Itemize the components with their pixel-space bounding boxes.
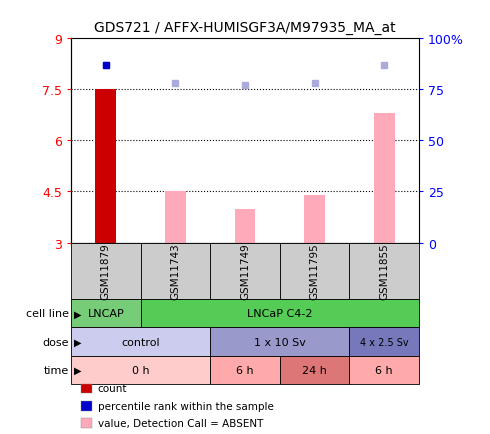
Text: GSM11879: GSM11879: [101, 243, 111, 299]
Text: cell line: cell line: [25, 309, 69, 319]
Text: GSM11855: GSM11855: [379, 243, 389, 299]
Text: 6 h: 6 h: [236, 365, 254, 375]
Text: GSM11743: GSM11743: [171, 243, 180, 299]
Bar: [304, 195, 325, 243]
Text: ▶: ▶: [74, 337, 81, 347]
Text: ▶: ▶: [74, 309, 81, 319]
Text: GSM11795: GSM11795: [310, 243, 319, 299]
Text: 0 h: 0 h: [132, 365, 149, 375]
Bar: [374, 114, 394, 243]
Text: LNCaP C4-2: LNCaP C4-2: [247, 309, 313, 319]
Bar: [165, 192, 186, 243]
Text: ▶: ▶: [74, 365, 81, 375]
Bar: [96, 90, 116, 243]
Text: GSM11749: GSM11749: [240, 243, 250, 299]
Text: time: time: [43, 365, 69, 375]
Text: count: count: [98, 384, 127, 393]
Text: LNCAP: LNCAP: [87, 309, 124, 319]
Text: 1 x 10 Sv: 1 x 10 Sv: [254, 337, 306, 347]
Text: 4 x 2.5 Sv: 4 x 2.5 Sv: [360, 337, 409, 347]
Text: percentile rank within the sample: percentile rank within the sample: [98, 401, 273, 411]
Bar: [235, 209, 255, 243]
Text: value, Detection Call = ABSENT: value, Detection Call = ABSENT: [98, 418, 263, 428]
Title: GDS721 / AFFX-HUMISGF3A/M97935_MA_at: GDS721 / AFFX-HUMISGF3A/M97935_MA_at: [94, 21, 396, 35]
Text: dose: dose: [42, 337, 69, 347]
Text: 24 h: 24 h: [302, 365, 327, 375]
Text: 6 h: 6 h: [375, 365, 393, 375]
Text: control: control: [122, 337, 160, 347]
